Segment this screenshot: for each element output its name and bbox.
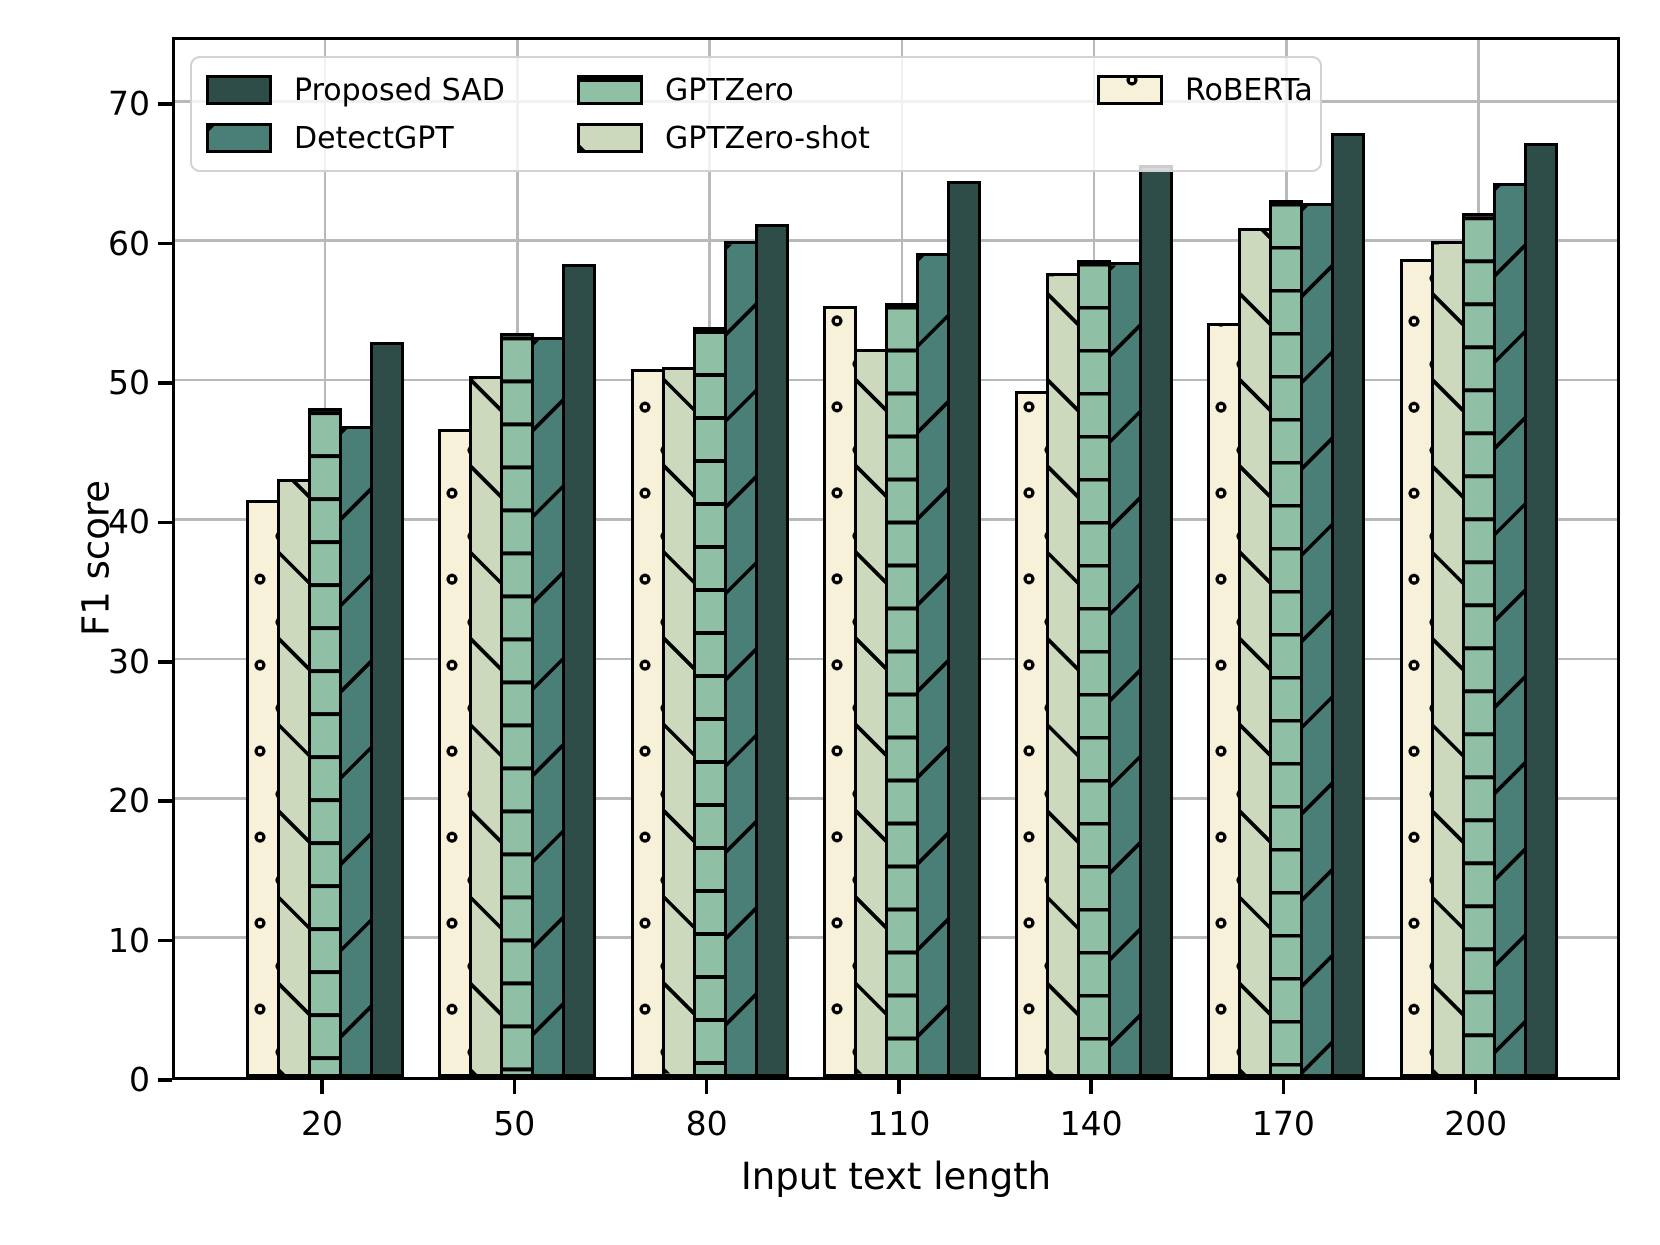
y-gridline-60 [175, 239, 1617, 242]
bar-gptzero-x50 [500, 332, 535, 1077]
x-tick-20 [320, 1080, 324, 1094]
legend-label-gptzero: GPTZero [665, 72, 794, 108]
bar-detectgpt-x140 [1108, 261, 1143, 1077]
bar-proposed-sad-x170 [1331, 133, 1366, 1077]
x-tick-label-140: 140 [1059, 1104, 1123, 1143]
legend-swatch-roberta [1097, 75, 1163, 105]
y-tick-40 [158, 520, 172, 525]
legend-swatch-gptzero-shot [577, 123, 643, 153]
y-tick-label-0: 0 [129, 1060, 150, 1099]
x-tick-50 [512, 1080, 516, 1094]
x-tick-label-20: 20 [301, 1104, 343, 1143]
y-tick-60 [158, 241, 172, 246]
bar-roberta-x80 [630, 368, 665, 1077]
bar-roberta-x170 [1207, 322, 1242, 1077]
bar-gptzero-shot-x110 [853, 349, 888, 1077]
bar-gptzero-x140 [1077, 260, 1112, 1077]
x-tick-170 [1281, 1080, 1286, 1094]
y-tick-label-40: 40 [108, 502, 150, 542]
bar-gptzero-shot-x20 [277, 478, 311, 1077]
x-tick-label-170: 170 [1251, 1104, 1315, 1143]
y-tick-50 [158, 381, 172, 385]
bar-gptzero-shot-x200 [1430, 240, 1465, 1077]
y-tick-30 [158, 660, 172, 664]
x-tick-110 [897, 1080, 901, 1094]
legend-label-proposed-sad: Proposed SAD [294, 72, 505, 108]
bar-gptzero-x20 [308, 407, 342, 1077]
y-tick-label-60: 60 [108, 223, 150, 263]
x-tick-label-200: 200 [1444, 1104, 1508, 1143]
bar-gptzero-shot-x80 [661, 367, 696, 1077]
legend-entry-gptzero-shot: GPTZero-shot [577, 121, 1097, 156]
bar-roberta-x200 [1399, 258, 1434, 1077]
bar-roberta-x110 [822, 306, 857, 1077]
y-tick-label-10: 10 [108, 920, 150, 960]
legend-entry-proposed-sad: Proposed SAD [206, 73, 577, 108]
bar-gptzero-shot-x170 [1238, 228, 1273, 1077]
bar-detectgpt-x200 [1492, 183, 1527, 1077]
y-tick-label-50: 50 [108, 363, 150, 402]
plot-area [172, 37, 1620, 1080]
y-tick-label-20: 20 [108, 781, 150, 821]
legend-entry-gptzero: GPTZero [577, 73, 1097, 108]
legend-entry-roberta: RoBERTa [1097, 73, 1320, 108]
bar-gptzero-x80 [692, 327, 727, 1077]
bar-roberta-x50 [438, 428, 473, 1077]
legend-swatch-proposed-sad [206, 75, 272, 105]
x-tick-label-110: 110 [867, 1104, 931, 1143]
bar-roberta-x20 [246, 499, 280, 1077]
bar-roberta-x140 [1015, 391, 1050, 1077]
bar-gptzero-shot-x140 [1046, 272, 1081, 1077]
legend: Proposed SAD DetectGPT GPTZero GPTZero-shot… [190, 56, 1322, 172]
y-tick-label-70: 70 [108, 84, 150, 124]
legend-label-roberta: RoBERTa [1185, 72, 1313, 108]
legend-swatch-gptzero [577, 75, 643, 105]
bar-proposed-sad-x20 [370, 342, 404, 1077]
bar-detectgpt-x110 [915, 253, 950, 1077]
bar-gptzero-x170 [1269, 200, 1304, 1077]
bar-proposed-sad-x110 [946, 180, 981, 1077]
bar-detectgpt-x80 [723, 240, 758, 1077]
bar-proposed-sad-x50 [562, 264, 597, 1077]
x-axis-label: Input text length [740, 1155, 1052, 1198]
y-tick-label-30: 30 [108, 641, 150, 681]
x-tick-label-80: 80 [685, 1104, 728, 1143]
y-tick-0 [158, 1078, 172, 1082]
legend-label-detectgpt: DetectGPT [294, 120, 454, 156]
bar-detectgpt-x20 [339, 426, 373, 1077]
bar-gptzero-x110 [884, 303, 919, 1077]
bar-proposed-sad-x80 [754, 223, 789, 1077]
bar-proposed-sad-x140 [1139, 165, 1174, 1077]
legend-label-gptzero-shot: GPTZero-shot [665, 120, 870, 156]
bar-gptzero-shot-x50 [469, 375, 504, 1077]
x-tick-200 [1473, 1080, 1478, 1094]
bar-gptzero-x200 [1461, 212, 1496, 1077]
x-tick-label-50: 50 [493, 1104, 536, 1143]
y-tick-10 [158, 938, 172, 943]
legend-entry-detectgpt: DetectGPT [206, 121, 577, 156]
legend-swatch-detectgpt [206, 123, 272, 153]
y-tick-70 [158, 102, 172, 106]
bar-proposed-sad-x200 [1523, 143, 1558, 1077]
x-tick-140 [1089, 1080, 1093, 1094]
x-tick-80 [704, 1080, 709, 1094]
y-tick-20 [158, 799, 172, 803]
bar-detectgpt-x50 [531, 336, 566, 1077]
bar-detectgpt-x170 [1300, 202, 1335, 1077]
